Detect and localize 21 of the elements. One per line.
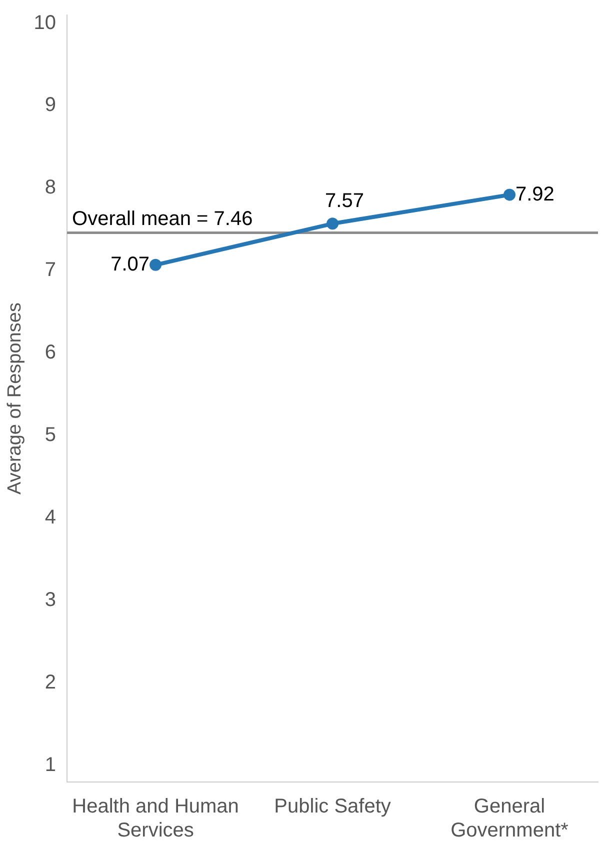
y-tick-label: 3 [44, 589, 56, 612]
data-label: 7.57 [325, 190, 364, 212]
y-tick-label: 5 [44, 424, 56, 446]
x-tick-label: Public Safety [274, 796, 391, 818]
data-label: 7.92 [516, 183, 554, 206]
x-tick-label: Health and Human Services [72, 796, 239, 842]
point [150, 258, 162, 271]
y-tick-label: 10 [34, 12, 56, 34]
y-tick-label: 1 [44, 754, 56, 776]
y-tick-label: 9 [44, 94, 56, 116]
y-tick-label: 6 [44, 342, 56, 364]
y-tick-label: 7 [44, 259, 56, 282]
y-axis-title: Average of Responses [4, 302, 26, 494]
x-tick-label: General Government* [450, 796, 569, 842]
ref-line-label: Overall mean = 7.46 [72, 208, 253, 230]
y-tick-label: 4 [44, 506, 56, 529]
data-label: 7.07 [110, 253, 150, 276]
y-tick-label: 8 [44, 176, 56, 199]
y-tick-label: 2 [44, 672, 56, 694]
point [326, 218, 339, 230]
point [504, 188, 516, 201]
